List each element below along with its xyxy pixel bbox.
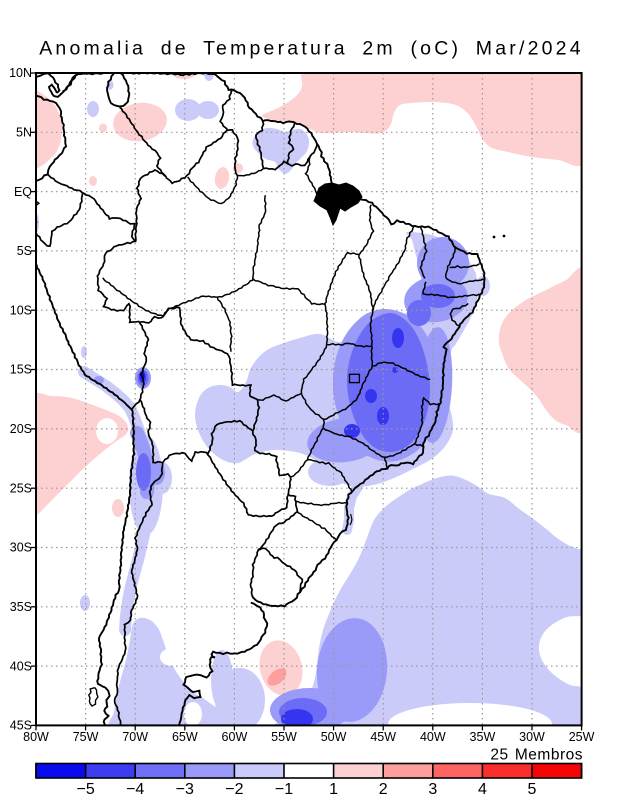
svg-text:35S: 35S <box>10 600 32 614</box>
svg-text:25 Membros: 25 Membros <box>490 747 583 764</box>
svg-text:40S: 40S <box>10 659 32 673</box>
svg-text:40W: 40W <box>420 730 446 744</box>
svg-text:5S: 5S <box>17 244 32 258</box>
svg-text:3: 3 <box>428 781 437 798</box>
svg-text:30S: 30S <box>10 541 32 555</box>
svg-text:Anomalia de Temperatura 2m (oC: Anomalia de Temperatura 2m (oC) Mar/2024 <box>39 38 584 60</box>
svg-text:70W: 70W <box>122 730 148 744</box>
svg-text:4: 4 <box>478 781 487 798</box>
svg-text:15S: 15S <box>10 363 32 377</box>
svg-text:45S: 45S <box>10 719 32 733</box>
svg-text:75W: 75W <box>73 730 99 744</box>
svg-text:25S: 25S <box>10 481 32 495</box>
svg-text:10N: 10N <box>9 66 32 80</box>
svg-text:1: 1 <box>329 781 338 798</box>
svg-text:50W: 50W <box>321 730 347 744</box>
svg-text:2: 2 <box>379 781 388 798</box>
svg-text:25W: 25W <box>569 730 595 744</box>
svg-text:45W: 45W <box>370 730 396 744</box>
svg-text:5: 5 <box>528 781 537 798</box>
svg-text:20S: 20S <box>10 422 32 436</box>
svg-text:10S: 10S <box>10 303 32 317</box>
svg-text:55W: 55W <box>271 730 297 744</box>
svg-text:65W: 65W <box>172 730 198 744</box>
svg-text:−2: −2 <box>225 781 243 798</box>
svg-text:−5: −5 <box>76 781 94 798</box>
svg-text:−4: −4 <box>126 781 144 798</box>
svg-text:−3: −3 <box>176 781 194 798</box>
svg-text:35W: 35W <box>470 730 496 744</box>
svg-text:30W: 30W <box>519 730 545 744</box>
svg-text:5N: 5N <box>16 126 32 140</box>
svg-text:60W: 60W <box>222 730 248 744</box>
svg-text:EQ: EQ <box>14 185 32 199</box>
svg-text:80W: 80W <box>23 730 49 744</box>
svg-text:−1: −1 <box>275 781 293 798</box>
